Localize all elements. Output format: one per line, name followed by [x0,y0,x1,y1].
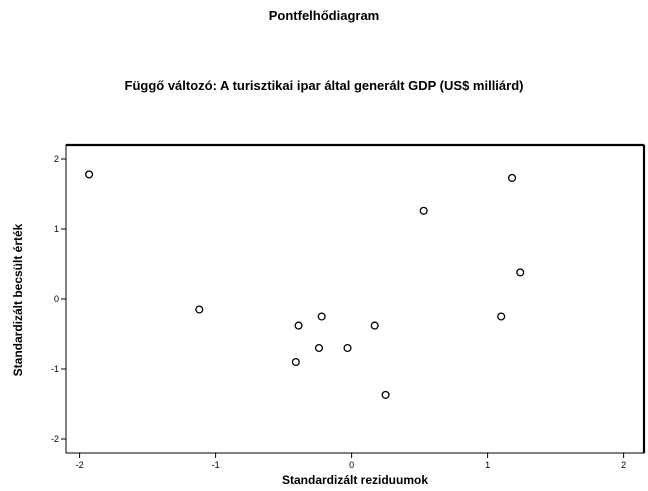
x-tick-label: 1 [485,460,490,470]
y-tick-label: 0 [54,294,59,304]
scatter-point [419,206,428,215]
scatter-point [294,321,303,330]
chart-subtitle: Függő változó: A turisztikai ipar által … [124,78,524,93]
x-axis-label: Standardizált reziduumok [282,473,428,487]
chart-title: Pontfelhődiagram [268,8,380,23]
scatter-point [381,390,390,399]
plot-frame [65,144,645,454]
x-tick-label: -2 [76,460,84,470]
scatter-point [497,312,506,321]
y-tick-label: -1 [51,364,59,374]
scatter-point [370,321,379,330]
x-tick-label: 2 [621,460,626,470]
scatter-point [85,170,94,179]
x-tick-label: 0 [349,460,354,470]
scatter-point [516,268,525,277]
y-tick-label: 1 [54,224,59,234]
y-axis-label: Standardizált becsült érték [11,223,25,376]
y-tick-label: 2 [54,154,59,164]
scatter-point [317,312,326,321]
scatter-point [508,173,517,182]
scatter-point [314,343,324,353]
scatter-point [291,357,300,367]
scatter-point [195,305,204,314]
x-tick-label: -1 [212,460,220,470]
y-tick-label: -2 [51,434,59,444]
scatter-point [343,343,352,353]
